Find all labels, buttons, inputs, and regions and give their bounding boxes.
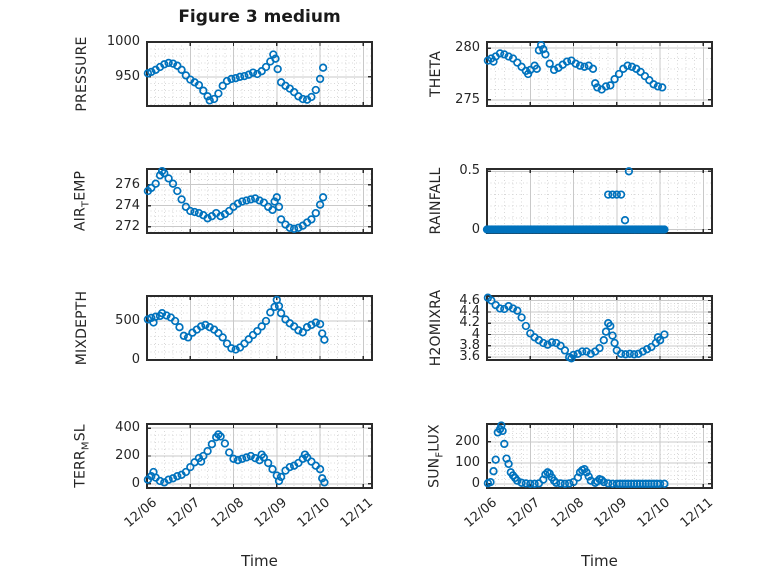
grid bbox=[486, 296, 712, 361]
x-axis-label-left: Time bbox=[241, 552, 278, 570]
y-tick-label-terr-msl: 400 bbox=[115, 420, 140, 436]
grid bbox=[146, 424, 372, 488]
y-axis-label-h2omixra: H2OMIXRA bbox=[428, 289, 444, 367]
y-axis-label-theta: THETA bbox=[428, 51, 444, 97]
x-tick-label: 12/09 bbox=[251, 495, 290, 531]
data-points bbox=[143, 166, 328, 233]
axes-box bbox=[146, 41, 373, 107]
y-tick-label-mixdepth: 0 bbox=[131, 352, 140, 367]
y-tick-label-pressure: 950 bbox=[115, 68, 140, 84]
x-tick-label: 12/11 bbox=[337, 495, 377, 531]
axes-sun-flux bbox=[483, 421, 713, 489]
y-tick-label-air-temp: 276 bbox=[115, 176, 140, 192]
y-tick-label-h2omixra: 4.4 bbox=[459, 303, 480, 319]
data-points bbox=[482, 167, 669, 234]
data-points bbox=[143, 50, 328, 105]
x-tick-label: 12/11 bbox=[677, 495, 717, 531]
y-tick-label-rainfall: 0.5 bbox=[459, 163, 480, 179]
y-axis-label-mixdepth: MIXDEPTH bbox=[74, 290, 90, 366]
x-tick-label: 12/07 bbox=[504, 495, 544, 531]
x-tick-label: 12/08 bbox=[208, 495, 247, 531]
grid bbox=[146, 168, 372, 233]
y-axis-label-rainfall: RAINFALL bbox=[428, 167, 444, 235]
x-tick-label: 12/06 bbox=[121, 495, 160, 531]
data-points bbox=[143, 430, 329, 487]
y-tick-label-air-temp: 274 bbox=[115, 197, 140, 213]
y-tick-label-h2omixra: 4 bbox=[471, 326, 480, 342]
axes-mixdepth bbox=[143, 295, 373, 361]
y-tick-label-sun-flux: 0 bbox=[471, 475, 480, 491]
y-tick-label-h2omixra: 4.6 bbox=[459, 292, 480, 308]
y-tick-label-sun-flux: 200 bbox=[455, 433, 480, 449]
x-tick-label: 12/10 bbox=[634, 495, 674, 531]
y-tick-label-mixdepth: 500 bbox=[115, 312, 140, 328]
y-tick-label-h2omixra: 3.8 bbox=[459, 337, 480, 353]
y-tick-label-pressure: 1000 bbox=[106, 34, 140, 49]
grid bbox=[486, 42, 712, 106]
x-tick-label: 12/06 bbox=[461, 495, 500, 531]
axes-terr-msl bbox=[143, 423, 373, 489]
axes-rainfall bbox=[482, 167, 713, 234]
y-tick-label-h2omixra: 4.2 bbox=[459, 315, 480, 331]
x-tick-label: 12/10 bbox=[294, 495, 334, 531]
y-tick-label-terr-msl: 200 bbox=[115, 448, 140, 463]
y-tick-label-h2omixra: 3.6 bbox=[459, 349, 480, 365]
axes-air-temp bbox=[143, 166, 373, 234]
data-points bbox=[483, 40, 667, 94]
y-axis-label-terr-msl: TERRMSL bbox=[72, 424, 92, 488]
y-tick-label-sun-flux: 100 bbox=[455, 454, 480, 470]
data-points bbox=[483, 293, 669, 363]
data-points bbox=[483, 421, 669, 488]
y-tick-label-air-temp: 272 bbox=[115, 218, 140, 234]
x-axis-label-right: Time bbox=[581, 552, 618, 570]
y-axis-label-air-temp: AIRTEMP bbox=[72, 170, 92, 232]
data-points bbox=[143, 295, 329, 354]
y-tick-label-rainfall: 0 bbox=[471, 221, 480, 237]
grid bbox=[486, 169, 712, 233]
axes-h2omixra bbox=[483, 293, 713, 363]
axes-pressure bbox=[143, 41, 373, 107]
y-tick-label-theta: 275 bbox=[455, 91, 480, 107]
y-axis-label-sun-flux: SUNFLUX bbox=[426, 424, 446, 488]
axes-box bbox=[486, 41, 713, 107]
x-tick-label: 12/07 bbox=[164, 495, 204, 531]
y-axis-label-pressure: PRESSURE bbox=[74, 36, 90, 112]
axes-box bbox=[146, 295, 373, 361]
y-tick-label-theta: 280 bbox=[455, 40, 480, 56]
axes-theta bbox=[483, 40, 713, 107]
x-tick-label: 12/08 bbox=[548, 495, 587, 531]
figure-title: Figure 3 medium bbox=[178, 7, 341, 27]
y-tick-label-terr-msl: 0 bbox=[131, 475, 140, 491]
x-tick-label: 12/09 bbox=[591, 495, 630, 531]
